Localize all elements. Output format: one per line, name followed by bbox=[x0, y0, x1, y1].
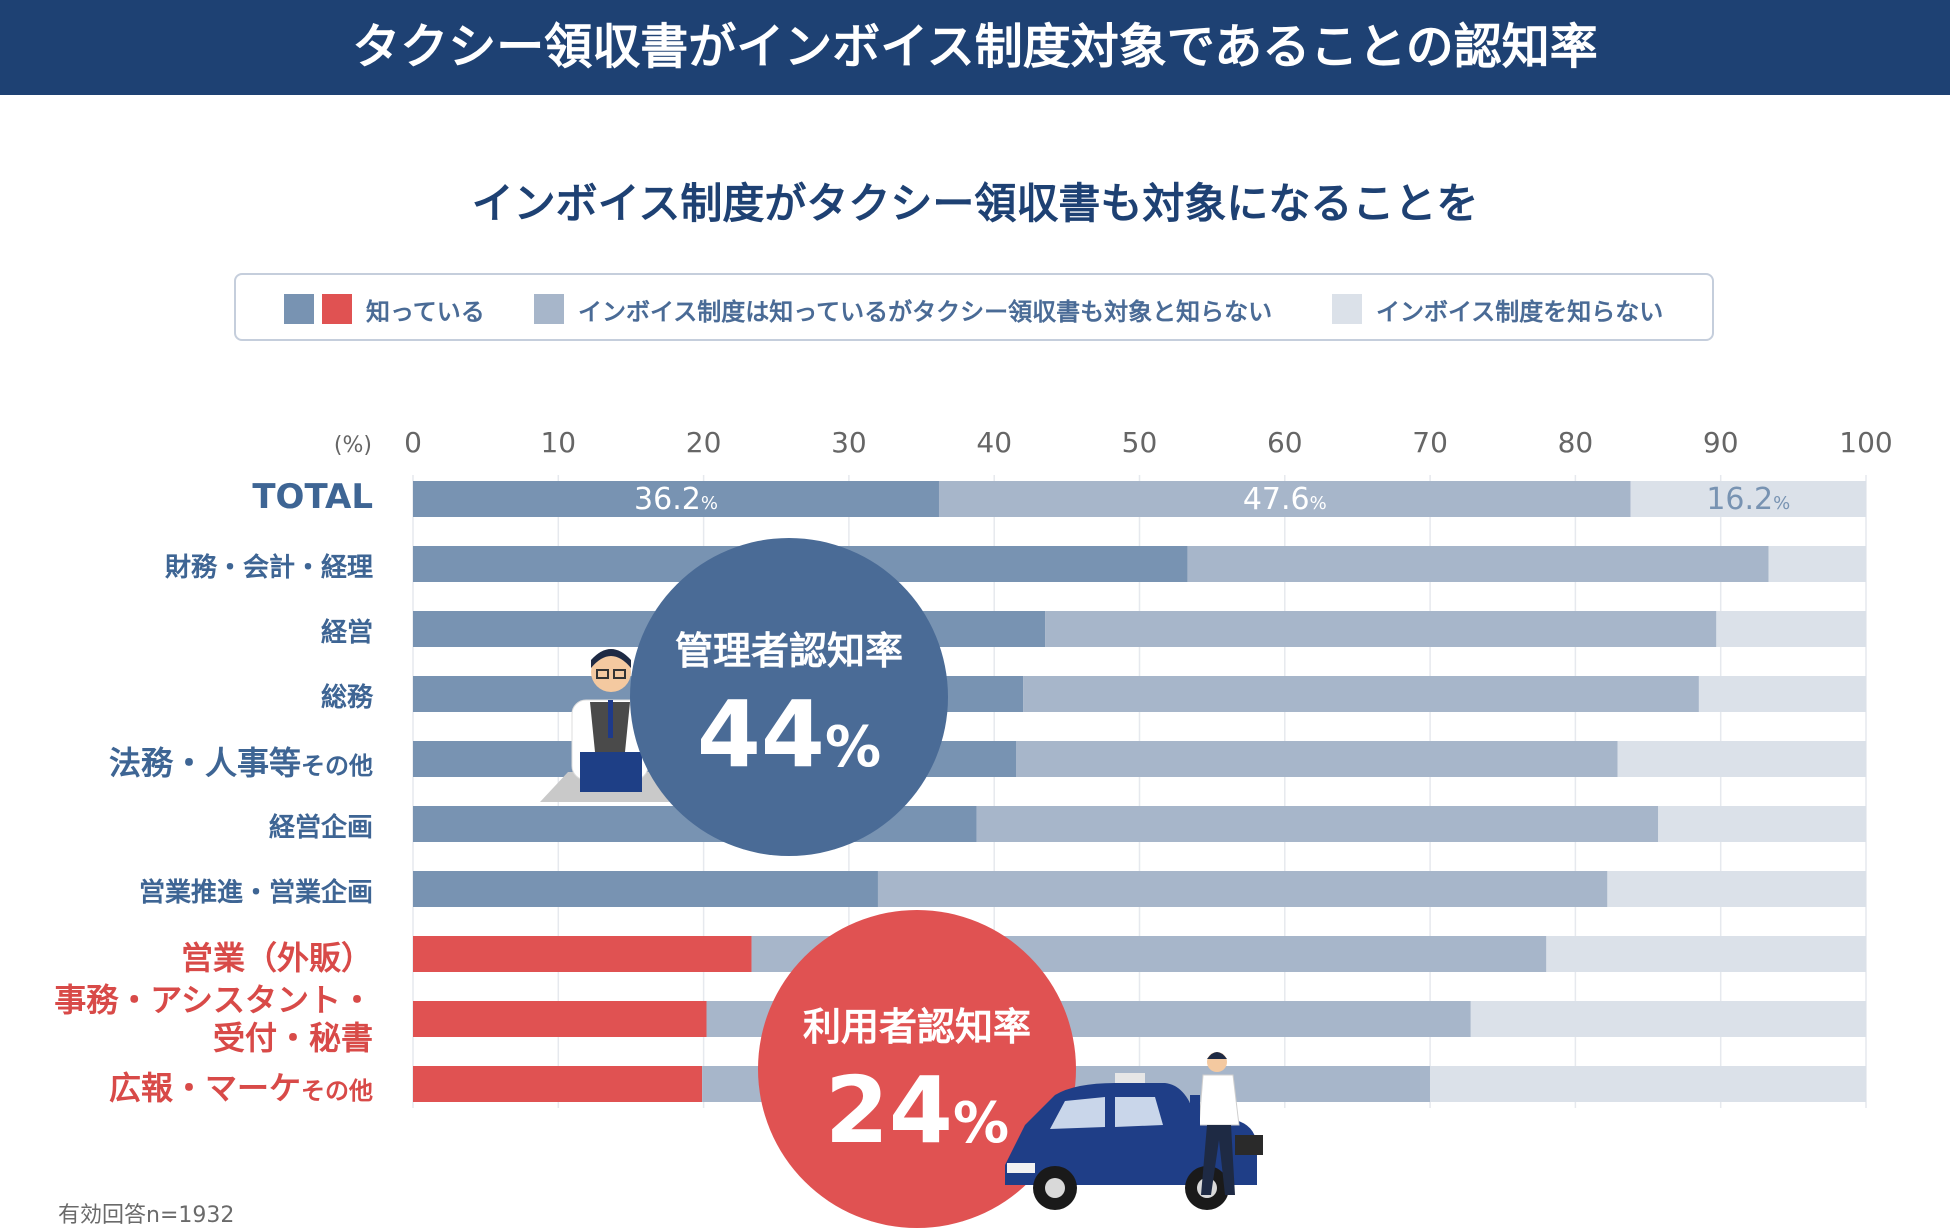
x-tick-label: 90 bbox=[1703, 426, 1739, 459]
data-label: 16.2% bbox=[1706, 482, 1790, 517]
bar-segment bbox=[413, 871, 878, 907]
page-title: タクシー領収書がインボイス制度対象であることの認知率 bbox=[352, 19, 1598, 75]
x-tick-label: 100 bbox=[1839, 426, 1892, 459]
x-tick-label: 0 bbox=[404, 426, 422, 459]
bar-segment bbox=[1430, 1066, 1866, 1102]
user-badge-unit: % bbox=[952, 1091, 1010, 1156]
bar-segment bbox=[1698, 676, 1866, 712]
user-badge-value: 24 bbox=[824, 1057, 953, 1164]
bar-segment bbox=[1658, 806, 1866, 842]
legend-swatch-partial bbox=[534, 294, 564, 324]
x-tick-label: 20 bbox=[686, 426, 722, 459]
admin-badge-value: 44 bbox=[696, 681, 825, 788]
legend-item-partial: インボイス制度は知っているがタクシー領収書も対象と知らない bbox=[534, 294, 1273, 326]
bar-segment bbox=[938, 481, 1631, 517]
bar-segment bbox=[877, 871, 1608, 907]
legend-swatch-unknown bbox=[1332, 294, 1362, 324]
legend-item-unknown: インボイス制度を知らない bbox=[1332, 294, 1664, 326]
category-label: 営業（外販） bbox=[180, 939, 373, 978]
x-tick-label: 70 bbox=[1412, 426, 1448, 459]
bar-segment bbox=[1015, 741, 1618, 777]
bar-segment bbox=[1768, 546, 1866, 582]
legend: 知っている インボイス制度は知っているがタクシー領収書も対象と知らない インボイ… bbox=[234, 273, 1714, 341]
user-badge-label: 利用者認知率 bbox=[802, 1005, 1031, 1049]
bar-segment bbox=[1470, 1001, 1866, 1037]
category-label: 法務・人事等その他 bbox=[108, 744, 373, 783]
x-tick-label: 30 bbox=[831, 426, 867, 459]
bar-segment bbox=[976, 806, 1659, 842]
bar-segment bbox=[1617, 741, 1866, 777]
chart-subtitle: インボイス制度がタクシー領収書も対象になることを bbox=[471, 179, 1479, 228]
sample-size-note: 有効回答n=1932 bbox=[58, 1203, 235, 1228]
bar-segment bbox=[1607, 871, 1866, 907]
bar-segment bbox=[413, 481, 939, 517]
category-label: 経営 bbox=[320, 618, 373, 649]
legend-label-unknown: インボイス制度を知らない bbox=[1376, 297, 1664, 326]
x-tick-label: 10 bbox=[540, 426, 576, 459]
x-tick-label: 60 bbox=[1267, 426, 1303, 459]
category-label: 経営企画 bbox=[268, 813, 373, 844]
category-label: 営業推進・営業企画 bbox=[138, 878, 373, 909]
data-label: 47.6% bbox=[1243, 482, 1327, 517]
admin-awareness-badge: 管理者認知率 44% bbox=[630, 538, 948, 856]
admin-badge-unit: % bbox=[824, 715, 882, 780]
page-title-banner: タクシー領収書がインボイス制度対象であることの認知率 bbox=[0, 0, 1950, 95]
category-label: 総務 bbox=[320, 683, 373, 714]
bar-segment bbox=[1716, 611, 1866, 647]
bar-segment bbox=[413, 1066, 703, 1102]
data-label: 36.2% bbox=[634, 482, 718, 517]
bar-segment bbox=[1187, 546, 1769, 582]
legend-swatch-known-user bbox=[322, 294, 352, 324]
legend-label-partial: インボイス制度は知っているがタクシー領収書も対象と知らない bbox=[578, 297, 1273, 326]
legend-swatch-known-admin bbox=[284, 294, 314, 324]
admin-badge-label: 管理者認知率 bbox=[674, 629, 903, 673]
axis-unit-label: (%) bbox=[334, 433, 372, 458]
category-label: 財務・会計・経理 bbox=[164, 553, 373, 584]
category-label: 広報・マーケその他 bbox=[108, 1069, 373, 1108]
legend-item-known: 知っている bbox=[284, 294, 485, 326]
bar-segment bbox=[413, 1001, 707, 1037]
x-tick-label: 40 bbox=[976, 426, 1012, 459]
bar-segment bbox=[1630, 481, 1866, 517]
legend-label-known: 知っている bbox=[366, 297, 485, 326]
bar-segment bbox=[1546, 936, 1866, 972]
bar-segment bbox=[413, 936, 752, 972]
bar-segment bbox=[1023, 676, 1699, 712]
taxi-illustration bbox=[1005, 1052, 1263, 1210]
category-label: TOTAL bbox=[252, 476, 373, 517]
x-tick-label: 80 bbox=[1558, 426, 1594, 459]
bar-segment bbox=[1045, 611, 1717, 647]
category-label: 事務・アシスタント・ 受付・秘書 bbox=[54, 981, 373, 1057]
x-tick-label: 50 bbox=[1122, 426, 1158, 459]
